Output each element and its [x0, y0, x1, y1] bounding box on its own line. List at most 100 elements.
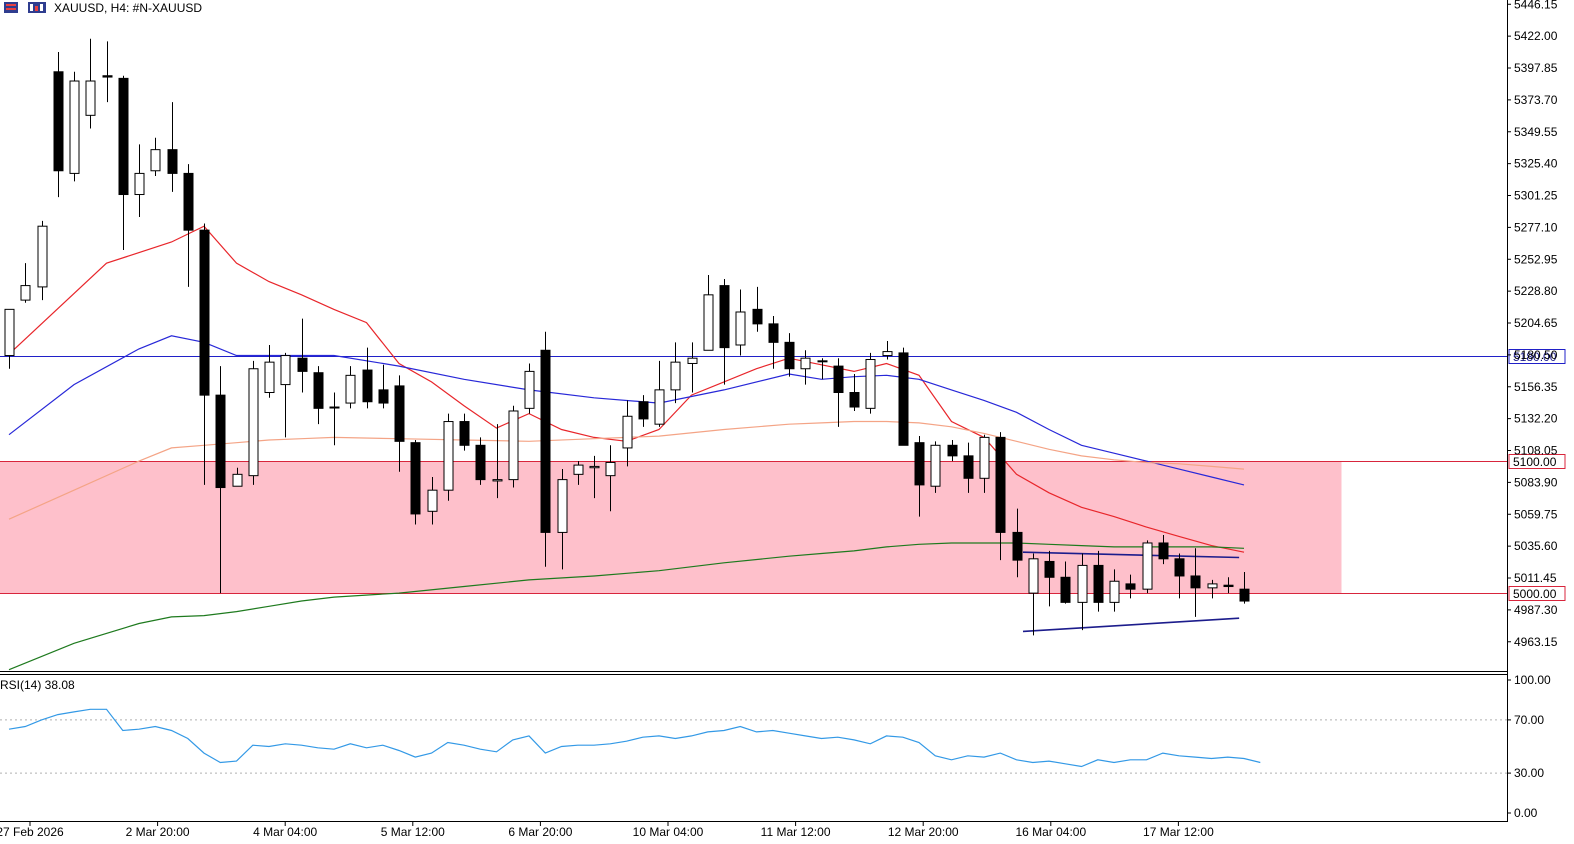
- candle-body-bear: [410, 442, 421, 515]
- candle: [735, 289, 746, 356]
- candle-body-bull: [800, 357, 811, 370]
- price-tick-label: 5422.00: [1514, 29, 1558, 43]
- level-tag-label-1: 5100.00: [1513, 455, 1557, 469]
- price-tick-label: 5277.10: [1514, 220, 1558, 234]
- candle-body-bull: [232, 473, 243, 487]
- level-tag-label-2: 5000.00: [1513, 587, 1557, 601]
- candle-body-bear: [638, 401, 649, 420]
- candle-body-bull: [703, 294, 714, 351]
- candle-body-bear: [1125, 583, 1136, 590]
- price-tick-label: 5108.05: [1514, 444, 1558, 458]
- candle: [264, 344, 275, 398]
- candle-body-bull: [882, 351, 893, 357]
- candle-body-bear: [963, 455, 974, 479]
- trendline-1[interactable]: [1022, 617, 1240, 633]
- chart-menu-icon[interactable]: [4, 2, 18, 13]
- candle: [37, 220, 48, 301]
- candle: [768, 315, 779, 369]
- moving-average-line-2: [8, 420, 1245, 520]
- candle: [1239, 572, 1250, 604]
- candle: [1190, 548, 1201, 617]
- candle: [1060, 561, 1071, 604]
- candle: [297, 318, 308, 393]
- candle-body-bull: [443, 421, 454, 491]
- moving-averages-layer: [8, 225, 1245, 671]
- candle-body-bear: [947, 444, 958, 457]
- candle-body-bull: [4, 308, 15, 357]
- candle: [800, 350, 811, 385]
- candle: [1109, 569, 1120, 612]
- candles-layer: [4, 38, 1250, 636]
- candle-body-bull: [1207, 583, 1218, 589]
- candle-body-bull: [69, 80, 80, 174]
- candle-body-bull: [687, 357, 698, 364]
- candle-body-bull: [817, 360, 828, 363]
- candle: [150, 137, 161, 177]
- candle-body-bear: [1190, 575, 1201, 589]
- candle: [995, 432, 1006, 561]
- trendlines-layer: [1022, 551, 1240, 633]
- price-tick-label: 5397.85: [1514, 61, 1558, 75]
- candle-body-bull: [329, 406, 340, 409]
- trendline-0[interactable]: [1022, 551, 1240, 559]
- candle: [4, 308, 15, 369]
- candle-body-bear: [898, 352, 909, 446]
- price-tick-label: 5446.15: [1514, 0, 1558, 11]
- candle: [1077, 553, 1088, 631]
- candle-body-bull: [1028, 558, 1039, 594]
- candle: [118, 75, 129, 250]
- time-axis-layer: 27 Feb 2026 2 Mar 20:00 4 Mar 04:00 5 Mar 1…: [0, 822, 1214, 839]
- level-tag-1: [1508, 454, 1566, 469]
- candle: [914, 436, 925, 517]
- candle: [865, 352, 876, 414]
- candle-body-bear: [1093, 564, 1104, 603]
- candle-body-bear: [768, 323, 779, 343]
- candle: [752, 286, 763, 332]
- candle-body-bull: [134, 172, 145, 196]
- candle-body-bull: [979, 436, 990, 479]
- candle-body-bear: [1239, 588, 1250, 602]
- candle: [833, 358, 844, 427]
- one-click-trading-icon[interactable]: [28, 2, 46, 13]
- price-tick-label: 5252.95: [1514, 252, 1558, 266]
- level-tag-2: [1508, 586, 1566, 601]
- candle: [930, 441, 941, 493]
- candle-body-bear: [914, 442, 925, 486]
- candle-body-bear: [995, 436, 1006, 533]
- candle: [410, 440, 421, 525]
- candle: [817, 358, 828, 380]
- candle-body-bear: [1060, 576, 1071, 603]
- time-tick-label: 17 Mar 12:00: [1143, 825, 1214, 839]
- candle: [1044, 550, 1055, 607]
- rsi-label: RSI(14) 38.08: [0, 678, 75, 692]
- candle-body-bull: [654, 389, 665, 425]
- price-axis-layer: 5446.15 5422.00 5397.85 5373.70 5349.55 5325.…: [0, 0, 1558, 822]
- candle: [183, 164, 194, 287]
- demand-zone-layer: [0, 461, 1342, 594]
- candle: [719, 278, 730, 385]
- candle: [167, 102, 178, 192]
- candle-body-bull: [573, 464, 584, 475]
- candle: [508, 405, 519, 488]
- time-tick-label: 11 Mar 12:00: [761, 825, 831, 839]
- candle-body-bull: [492, 479, 503, 482]
- moving-average-line-3: [8, 542, 1245, 671]
- candle: [638, 395, 649, 427]
- candle: [69, 71, 80, 182]
- candle: [687, 342, 698, 393]
- candle-body-bear: [1174, 558, 1185, 577]
- price-tick-label: 5083.90: [1514, 475, 1558, 489]
- candle: [963, 442, 974, 493]
- candle-body-bear: [1223, 584, 1234, 588]
- candle-body-bear: [833, 365, 844, 394]
- candle-body-bull: [264, 361, 275, 394]
- rsi-panel: RSI(14) 38.08 100.00 70.00 30.00 0.00: [0, 673, 1551, 820]
- candle-body-bear: [378, 389, 389, 404]
- level-tag-0: [1508, 349, 1566, 364]
- candle-body-bear: [394, 385, 405, 442]
- candle-body-bear: [719, 285, 730, 349]
- price-tick-label: 5349.55: [1514, 125, 1558, 139]
- time-tick-label: 2 Mar 20:00: [126, 825, 190, 839]
